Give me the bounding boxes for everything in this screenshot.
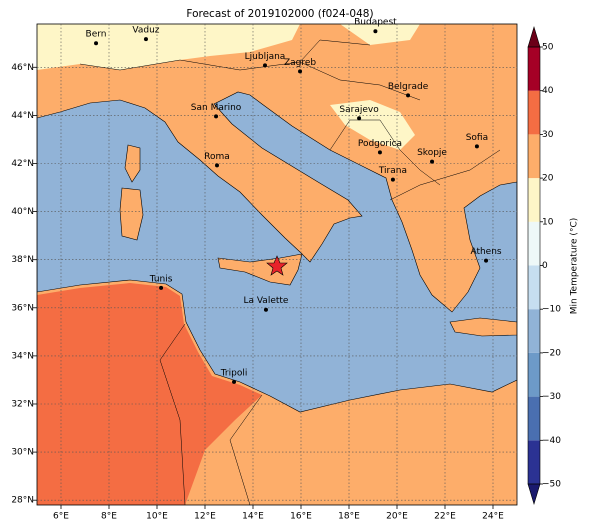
colorbar-segment (528, 396, 540, 441)
borders (79, 39, 501, 505)
city-point (474, 144, 479, 149)
city-label: Skopje (417, 148, 447, 158)
city-label: Ljubljana (245, 52, 286, 62)
city-label: Belgrade (388, 82, 429, 92)
city-point (232, 379, 237, 384)
map-frame (36, 23, 518, 506)
y-tick-label: 44°N (11, 111, 34, 121)
colorbar-segment (528, 178, 540, 222)
y-tick-label: 36°N (11, 303, 34, 313)
city-point (357, 116, 362, 121)
colorbar-segment (528, 90, 540, 135)
map-area (37, 24, 517, 505)
x-tick-label: 18°E (338, 512, 360, 522)
colorbar-segment (528, 221, 540, 266)
balkans-cold (330, 100, 415, 150)
city-point (263, 307, 268, 312)
x-tick-label: 10°E (146, 512, 168, 522)
y-tick-label: 28°N (11, 496, 34, 506)
x-tick-label: 22°E (434, 512, 456, 522)
colorbar-segment (528, 352, 540, 397)
colorbar-tick-label: 40 (542, 86, 554, 96)
star-marker (266, 255, 288, 276)
colorbar-tick-label: −20 (542, 348, 561, 358)
y-tick-label: 40°N (11, 207, 34, 217)
y-tick-label: 42°N (11, 159, 34, 169)
y-tick-label: 32°N (11, 399, 34, 409)
colorbar-tick-label: −40 (542, 436, 561, 446)
x-tick-label: 24°E (482, 512, 504, 522)
alps-cold (37, 24, 300, 70)
city-point (159, 285, 164, 290)
city-label: Sarajevo (339, 105, 379, 115)
city-point (377, 150, 382, 155)
colorbar-tick-label: 10 (542, 217, 554, 227)
city-point (406, 93, 411, 98)
city-point (215, 163, 219, 168)
map-title: Forecast of 2019102000 (f024-048) (186, 8, 373, 20)
colorbar-tick-label: 0 (542, 261, 548, 271)
north-cold (340, 24, 420, 45)
colorbar-segment (528, 47, 540, 91)
colorbar-label: Min Temperature (°C) (570, 218, 580, 315)
city-label: Tirana (378, 166, 407, 176)
city-point (390, 177, 395, 182)
colorbar-extend-high (527, 25, 541, 48)
y-tick-label: 38°N (11, 255, 34, 265)
colorbar-tick-label: 20 (542, 174, 554, 184)
crete (449, 317, 517, 337)
colorbar-tick-label: −10 (542, 305, 561, 315)
y-tick-label: 30°N (11, 448, 34, 458)
x-tick-label: 16°E (290, 512, 312, 522)
city-label: San Marino (191, 103, 242, 113)
city-point (430, 159, 435, 164)
x-tick-label: 8°E (101, 512, 117, 522)
colorbar-extend-low (527, 483, 541, 506)
colorbar-segment (528, 440, 540, 484)
x-tick-label: 14°E (242, 512, 264, 522)
colorbar-segment (528, 309, 540, 353)
city-label: Vaduz (132, 26, 159, 36)
hot-region (37, 283, 262, 505)
city-point (373, 29, 378, 34)
city-label: Budapest (354, 18, 397, 28)
city-point (263, 63, 267, 68)
colorbar-segment (528, 134, 540, 179)
colorbar-tick-label: 30 (542, 130, 554, 140)
colorbar-tick-label: 50 (542, 43, 554, 53)
y-tick-label: 34°N (11, 351, 34, 361)
city-label: La Valette (243, 296, 288, 306)
city-label: Athens (470, 247, 501, 257)
city-label: Zagreb (284, 58, 316, 68)
sardinia (119, 187, 144, 241)
city-label: Bern (86, 30, 107, 40)
city-point (94, 41, 99, 46)
sicily (217, 253, 303, 286)
city-point (214, 114, 219, 119)
city-point (298, 69, 303, 74)
city-label: Tripoli (220, 368, 248, 378)
city-label: Podgorica (358, 139, 402, 149)
city-point (143, 37, 148, 42)
city-label: Sofia (466, 133, 488, 143)
colorbar-segment (528, 265, 540, 310)
city-label: Roma (204, 152, 230, 162)
colorbar-tick-label: −30 (542, 392, 561, 402)
colorbar-tick-label: −50 (542, 480, 561, 490)
y-tick-label: 46°N (11, 63, 34, 73)
x-tick-label: 20°E (386, 512, 408, 522)
x-tick-label: 6°E (53, 512, 69, 522)
x-tick-label: 12°E (194, 512, 216, 522)
city-label: Tunis (149, 274, 173, 284)
city-point (484, 258, 489, 263)
